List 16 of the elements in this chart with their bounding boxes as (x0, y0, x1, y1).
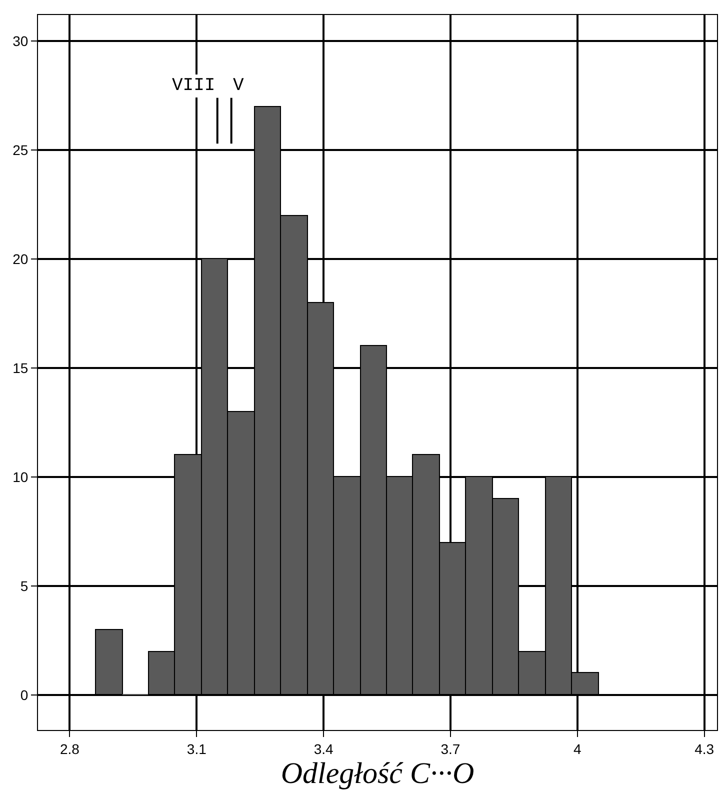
ref-line-label: V (233, 76, 244, 96)
y-tick-label: 30 (12, 33, 28, 50)
y-tick-label: 0 (20, 687, 28, 704)
y-tick-label: 20 (12, 251, 28, 268)
x-tick-label: 3.4 (314, 740, 334, 757)
x-tick-label: 4 (573, 740, 582, 757)
y-tick-label: 10 (12, 469, 28, 486)
x-axis-title: Odległość C···O (280, 756, 474, 790)
x-tick-label: 2.8 (60, 740, 80, 757)
x-tick-label: 3.1 (186, 740, 207, 757)
y-tick-label: 25 (12, 142, 28, 158)
y-tick-label: 5 (20, 578, 28, 594)
ref-line-label: VIII (172, 76, 216, 96)
x-tick-label: 3.7 (440, 740, 460, 757)
y-tick-label: 15 (12, 360, 28, 376)
x-tick-label: 4.3 (694, 740, 714, 757)
